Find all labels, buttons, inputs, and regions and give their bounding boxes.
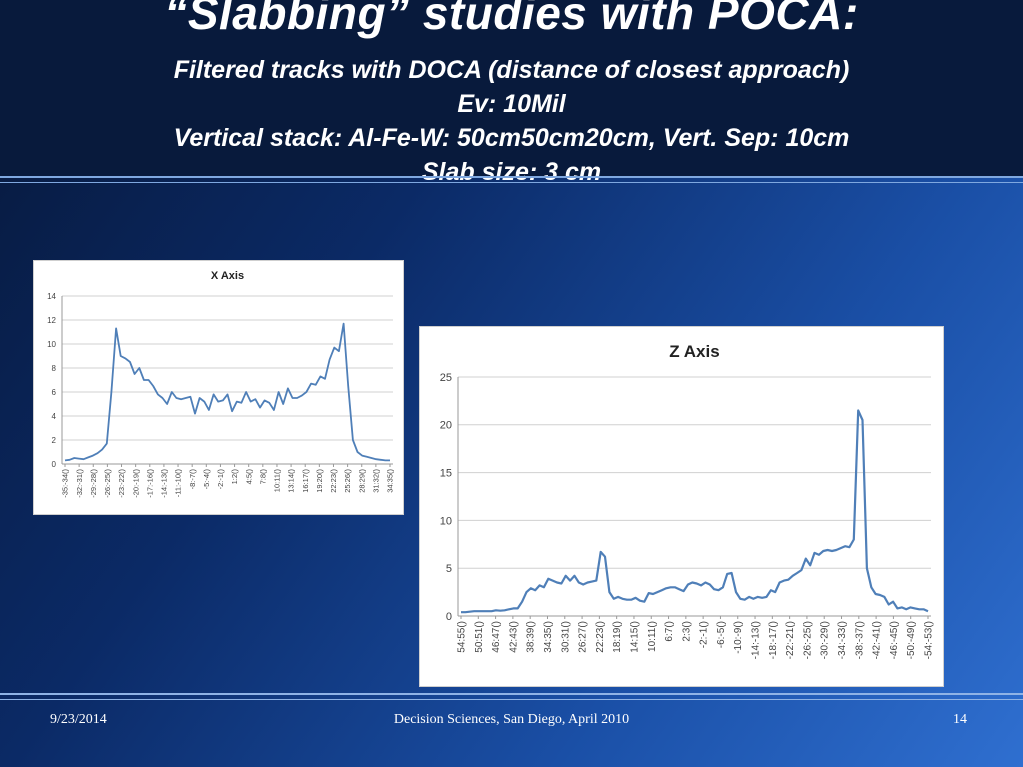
x-tick-label: -26:-25() [802, 621, 813, 659]
y-tick-label: 20 [440, 420, 452, 432]
x-tick-label: -38:-37() [854, 621, 865, 659]
y-tick-label: 15 [440, 467, 452, 479]
x-tick-label: -35:-34() [61, 469, 70, 498]
x-tick-label: -10:-9() [733, 621, 744, 654]
x-tick-label: 19:20() [315, 468, 324, 492]
footer-date: 9/23/2014 [50, 712, 107, 727]
x-tick-label: 34:35() [386, 468, 395, 492]
y-tick-label: 0 [446, 611, 452, 623]
x-tick-label: -2:-1() [699, 621, 710, 648]
y-tick-label: 0 [52, 460, 57, 469]
y-tick-label: 5 [446, 563, 452, 575]
x-tick-label: 28:29() [357, 468, 366, 492]
x-tick-label: 6:7() [664, 621, 675, 642]
y-tick-label: 12 [47, 316, 56, 325]
x-tick-label: 54:55() [457, 621, 468, 653]
y-tick-label: 2 [52, 436, 57, 445]
x-tick-label: 10:11() [647, 621, 658, 652]
x-tick-label: -2:-1() [216, 469, 225, 490]
x-tick-label: -8:-7() [188, 469, 197, 490]
x-axis-chart: X Axis 0 2 4 6 8 10 12 14 -35:-34() -32:-31() -29:-… [47, 270, 395, 498]
x-axis-chart-panel: X Axis 0 2 4 6 8 10 12 14 -35:-34() -32:-31() -29:-… [33, 260, 404, 515]
slide-subtitle-events: Ev: 10Mil [457, 90, 566, 118]
x-tick-label: -30:-29() [820, 621, 831, 659]
x-tick-label: 13:14() [287, 468, 296, 492]
x-tick-label: 34:35() [543, 621, 554, 653]
slide-subtitle-doca: Filtered tracks with DOCA (distance of c… [173, 56, 850, 84]
x-tick-label: -17:-16() [145, 469, 154, 498]
series-line [461, 409, 929, 614]
x-tick-label: 4:5() [244, 468, 253, 484]
x-tick-label: 22:23() [329, 468, 338, 492]
x-tick-label: -54:-53() [924, 621, 935, 659]
footer-event: Decision Sciences, San Diego, April 2010 [393, 712, 630, 727]
x-tick-label: -6:-5() [716, 621, 727, 648]
footer-divider [0, 693, 1023, 695]
x-tick-label: 25:26() [343, 468, 352, 492]
slide-subtitle-stack: Vertical stack: Al-Fe-W: 50cm50cm20cm, V… [173, 124, 850, 152]
x-tick-label: -42:-41() [872, 621, 883, 659]
header-divider-thin [0, 182, 1023, 183]
footer-page-number: 14 [953, 712, 967, 727]
x-tick-label: -29:-28() [89, 469, 98, 498]
x-tick-label: -32:-31() [75, 469, 84, 498]
x-tick-label: 14:15() [629, 621, 640, 653]
header-divider [0, 176, 1023, 178]
x-tick-label: -50:-49() [906, 621, 917, 659]
x-tick-label: 18:19() [612, 621, 623, 653]
x-tick-label: -34:-33() [837, 621, 848, 659]
y-tick-label: 14 [47, 292, 56, 301]
slide-title: “Slabbing” studies with POCA: [164, 0, 859, 39]
y-tick-label: 8 [52, 364, 57, 373]
y-tick-label: 25 [440, 372, 452, 384]
z-axis-chart-panel: Z Axis 0 5 10 15 20 25 54:55() 50:51() 46:47() 42:… [419, 326, 944, 687]
x-tick-label: -18:-17() [768, 621, 779, 659]
series-line [64, 322, 390, 462]
x-tick-label: 30:31() [560, 621, 571, 653]
x-tick-label: -14:-13() [751, 621, 762, 659]
x-tick-label: 42:43() [508, 621, 519, 653]
title-band: “Slabbing” studies with POCA: Filtered t… [0, 0, 1023, 186]
x-tick-label: -14:-13() [160, 469, 169, 498]
x-tick-label: 46:47() [491, 621, 502, 653]
x-tick-label: 31:32() [371, 468, 380, 492]
x-tick-label: 22:23() [595, 621, 606, 653]
chart-title: X Axis [211, 270, 244, 282]
y-tick-label: 10 [440, 515, 452, 527]
chart-title: Z Axis [669, 342, 719, 361]
x-tick-label: -22:-21() [785, 621, 796, 659]
x-tick-label: 2:3() [681, 621, 692, 642]
x-tick-label: -23:-22() [117, 469, 126, 498]
x-tick-label: -26:-25() [103, 469, 112, 498]
y-tick-label: 6 [52, 388, 57, 397]
z-axis-chart: Z Axis 0 5 10 15 20 25 54:55() 50:51() 46:47() 42:… [440, 342, 935, 659]
y-tick-label: 4 [52, 412, 57, 421]
slide-subtitle-slab: Slab size: 3 cm [421, 158, 602, 186]
x-tick-label: 26:27() [578, 621, 589, 653]
x-tick-label: 1:2() [230, 468, 239, 484]
x-tick-label: 10:11() [273, 469, 282, 493]
x-tick-label: -11:-10() [174, 468, 183, 497]
x-tick-label: 50:51() [474, 621, 485, 653]
x-tick-label: 16:17() [301, 468, 310, 492]
x-tick-label: -46:-45() [889, 621, 900, 659]
x-tick-label: 7:8() [258, 468, 267, 484]
x-tick-label: -20:-19() [131, 469, 140, 498]
y-tick-label: 10 [47, 340, 56, 349]
footer-divider-thin [0, 699, 1023, 700]
x-tick-label: 38:39() [526, 621, 537, 653]
x-tick-label: -5:-4() [202, 469, 211, 490]
